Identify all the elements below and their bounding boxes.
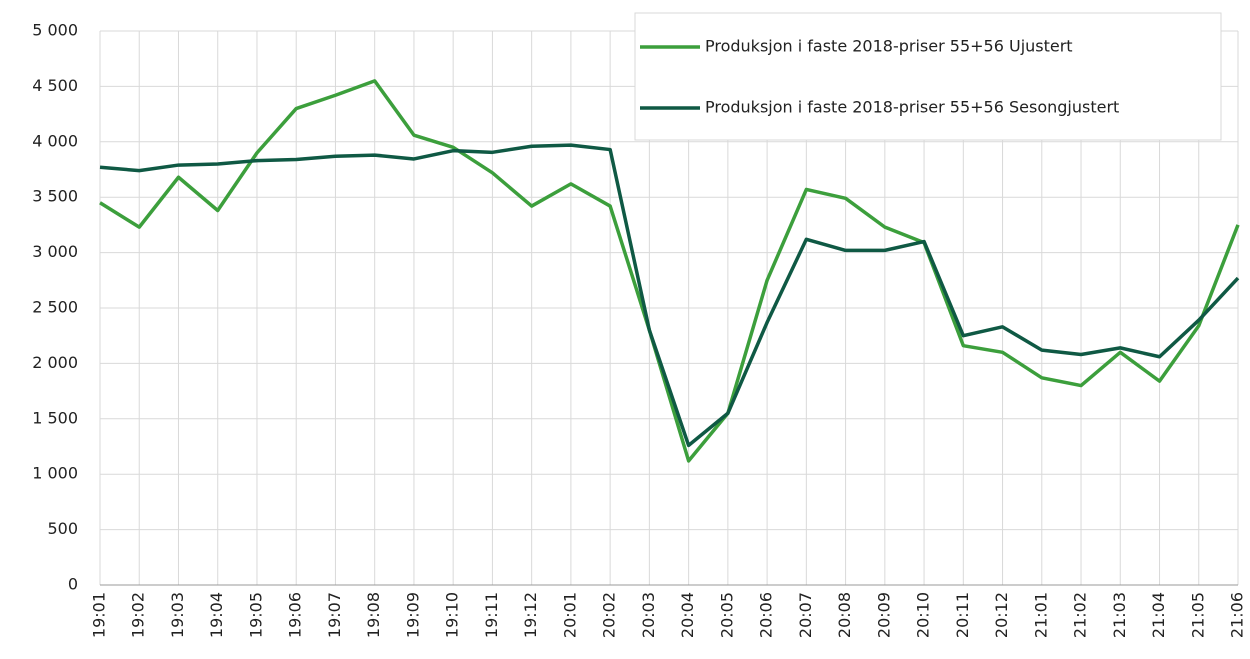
x-tick-label: 20:06 [757, 592, 776, 638]
y-tick-label: 4 500 [32, 76, 78, 95]
x-tick-label: 19:03 [168, 592, 187, 638]
x-tick-label: 19:08 [364, 592, 383, 638]
x-tick-label: 19:02 [129, 592, 148, 638]
x-tick-label: 21:01 [1031, 592, 1050, 638]
y-tick-label: 3 000 [32, 242, 78, 261]
x-tick-label: 20:03 [639, 592, 658, 638]
y-tick-label: 500 [47, 519, 78, 538]
x-tick-label: 19:05 [246, 592, 265, 638]
x-tick-label: 19:11 [482, 592, 501, 638]
y-tick-label: 1 500 [32, 408, 78, 427]
x-tick-label: 20:05 [717, 592, 736, 638]
x-tick-label: 21:06 [1228, 592, 1247, 638]
x-tick-label: 20:01 [560, 592, 579, 638]
x-tick-label: 20:02 [600, 592, 619, 638]
y-tick-label: 3 500 [32, 187, 78, 206]
x-tick-label: 19:12 [521, 592, 540, 638]
legend-label: Produksjon i faste 2018-priser 55+56 Ses… [705, 98, 1119, 117]
y-tick-label: 1 000 [32, 464, 78, 483]
y-tick-label: 0 [68, 575, 78, 594]
x-tick-label: 19:04 [207, 592, 226, 638]
y-tick-label: 4 000 [32, 131, 78, 150]
x-tick-label: 20:12 [992, 592, 1011, 638]
legend: Produksjon i faste 2018-priser 55+56 Uju… [634, 12, 1222, 141]
x-tick-label: 20:08 [835, 592, 854, 638]
x-tick-label: 21:02 [1071, 592, 1090, 638]
x-tick-label: 20:10 [914, 592, 933, 638]
x-tick-label: 20:07 [796, 592, 815, 638]
x-tick-label: 20:09 [874, 592, 893, 638]
x-tick-label: 20:11 [953, 592, 972, 638]
x-tick-label: 19:07 [325, 592, 344, 638]
x-tick-label: 19:06 [286, 592, 305, 638]
y-tick-label: 2 500 [32, 298, 78, 317]
series-line [99, 143, 1240, 448]
legend-label: Produksjon i faste 2018-priser 55+56 Uju… [705, 37, 1073, 56]
x-tick-label: 21:03 [1110, 592, 1129, 638]
x-tick-label: 19:10 [443, 592, 462, 638]
x-tick-label: 20:04 [678, 592, 697, 638]
y-tick-label: 2 000 [32, 353, 78, 372]
y-tick-label: 5 000 [32, 21, 78, 40]
legend-box [634, 12, 1222, 141]
x-tick-label: 19:09 [403, 592, 422, 638]
x-tick-label: 21:05 [1188, 592, 1207, 638]
x-tick-label: 19:01 [90, 592, 109, 638]
x-tick-label: 21:04 [1149, 592, 1168, 638]
series-line [99, 79, 1240, 463]
